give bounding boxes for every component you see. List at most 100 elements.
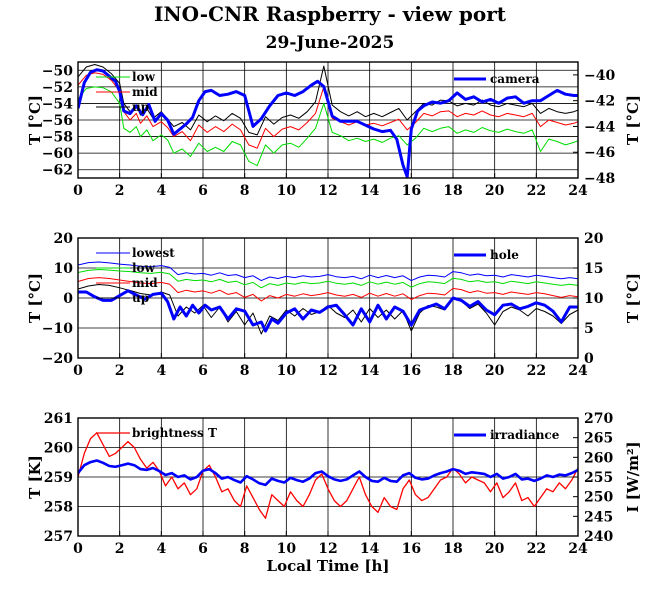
x-tick-label: 0	[73, 363, 83, 379]
y2-tick-label: 270	[584, 411, 613, 427]
series-group	[78, 432, 578, 519]
y-tick-label: 10	[54, 261, 74, 277]
x-tick-label: 22	[527, 541, 546, 557]
x-tick-label: 8	[240, 183, 250, 199]
legend-label: low	[132, 261, 156, 275]
y-tick-label: 260	[44, 441, 73, 457]
x-tick-label: 22	[527, 363, 546, 379]
x-tick-label: 8	[240, 541, 250, 557]
legend-label: hole	[490, 248, 519, 262]
x-tick-label: 14	[360, 541, 380, 557]
legend-label: camera	[490, 72, 540, 86]
y2-tick-label: 240	[584, 529, 613, 545]
legend-label: low	[132, 70, 156, 84]
y2-tick-label: −40	[584, 68, 615, 84]
y2-tick-label: −48	[584, 171, 615, 187]
x-tick-label: 10	[277, 363, 297, 379]
y2-tick-label: 10	[584, 291, 604, 307]
y2-tick-label: 260	[584, 450, 613, 466]
series-group	[78, 64, 578, 178]
x-tick-label: 4	[156, 363, 166, 379]
x-tick-label: 18	[443, 363, 462, 379]
x-tick-label: 4	[156, 541, 166, 557]
panel-sky: 0 2 4 6 8 10 12 14 16 18 20 22 242572582592602612402…	[26, 411, 642, 575]
y-tick-label: −62	[42, 163, 73, 179]
y-tick-label: −10	[42, 321, 73, 337]
y2-tick-label: 250	[584, 490, 613, 506]
x-tick-label: 4	[156, 183, 166, 199]
x-tick-label: 6	[198, 363, 208, 379]
x-tick-label: 2	[115, 183, 125, 199]
x-tick-label: 12	[318, 541, 337, 557]
x-tick-label: 12	[318, 363, 337, 379]
x-tick-label: 10	[277, 183, 297, 199]
y2-axis-label: T [°C]	[624, 95, 642, 145]
x-tick-label: 14	[360, 363, 380, 379]
series-low-line	[78, 86, 578, 167]
x-tick-label: 0	[73, 183, 83, 199]
legend-label: lowest	[132, 246, 175, 260]
x-tick-label: 12	[318, 183, 337, 199]
series-up-line	[78, 284, 578, 335]
y2-tick-label: 245	[584, 509, 613, 525]
y-tick-label: −56	[42, 113, 73, 129]
x-tick-label: 20	[485, 363, 505, 379]
y-tick-label: −58	[42, 130, 73, 146]
y2-tick-label: −42	[584, 94, 615, 110]
x-tick-label: 0	[73, 541, 83, 557]
x-axis-label: Local Time [h]	[267, 557, 390, 575]
legend-label: mid	[132, 276, 158, 290]
series-hole-line	[78, 289, 578, 333]
x-tick-label: 2	[115, 541, 125, 557]
y2-tick-label: 15	[584, 261, 603, 277]
series-group	[78, 261, 578, 335]
y2-tick-label: 20	[584, 231, 604, 247]
y2-axis-label: I [W/m²]	[624, 441, 642, 512]
y-tick-label: 257	[44, 529, 73, 545]
chart-panels: 0 2 4 6 8 10 12 14 16 18 20 22 24−62−60−58−56−54−52−…	[26, 61, 642, 575]
x-tick-label: 16	[402, 183, 421, 199]
panel-hole: 0 2 4 6 8 10 12 14 16 18 20 22 24−20−100102005101520…	[26, 231, 642, 379]
series-irradiance-line	[78, 459, 578, 487]
series-mid-line	[78, 277, 578, 302]
y2-tick-label: 255	[584, 470, 613, 486]
x-tick-label: 8	[240, 363, 250, 379]
chart-title: INO-CNR Raspberry - view port	[154, 2, 507, 26]
y-tick-label: 261	[44, 411, 73, 427]
y2-tick-label: 0	[584, 351, 594, 367]
legend-label: up	[132, 100, 149, 114]
x-tick-label: 24	[568, 363, 588, 379]
y-tick-label: 0	[63, 291, 73, 307]
y-axis-label: T [°C]	[26, 273, 44, 323]
series-camera-line	[78, 68, 578, 178]
y-tick-label: −50	[42, 63, 73, 79]
y-tick-label: −54	[42, 96, 73, 112]
series-brightness-T-line	[78, 432, 578, 519]
x-tick-label: 6	[198, 541, 208, 557]
y2-tick-label: −44	[584, 119, 615, 135]
x-tick-label: 18	[443, 183, 462, 199]
y-tick-label: −60	[42, 146, 73, 162]
x-tick-label: 6	[198, 183, 208, 199]
x-tick-label: 24	[568, 183, 588, 199]
series-mid-line	[78, 72, 578, 149]
x-tick-label: 14	[360, 183, 380, 199]
y-tick-label: −20	[42, 351, 73, 367]
y2-tick-label: 265	[584, 431, 613, 447]
legend-label: up	[132, 291, 149, 305]
x-tick-label: 10	[277, 541, 297, 557]
legend-label: irradiance	[490, 428, 560, 442]
series-lowest-line	[78, 261, 578, 282]
x-tick-label: 20	[485, 183, 505, 199]
x-tick-label: 16	[402, 363, 421, 379]
y2-tick-label: −46	[584, 145, 615, 161]
y2-axis-label: T [°C]	[624, 273, 642, 323]
y-tick-label: 258	[44, 500, 73, 516]
y-axis-label: T [K]	[26, 455, 44, 499]
x-tick-label: 2	[115, 363, 125, 379]
series-low-line	[78, 269, 578, 289]
legend-label: mid	[132, 85, 158, 99]
panel-camera: 0 2 4 6 8 10 12 14 16 18 20 22 24−62−60−58−56−54−52−…	[26, 61, 642, 199]
y-tick-label: 20	[54, 231, 74, 247]
x-tick-label: 20	[485, 541, 505, 557]
